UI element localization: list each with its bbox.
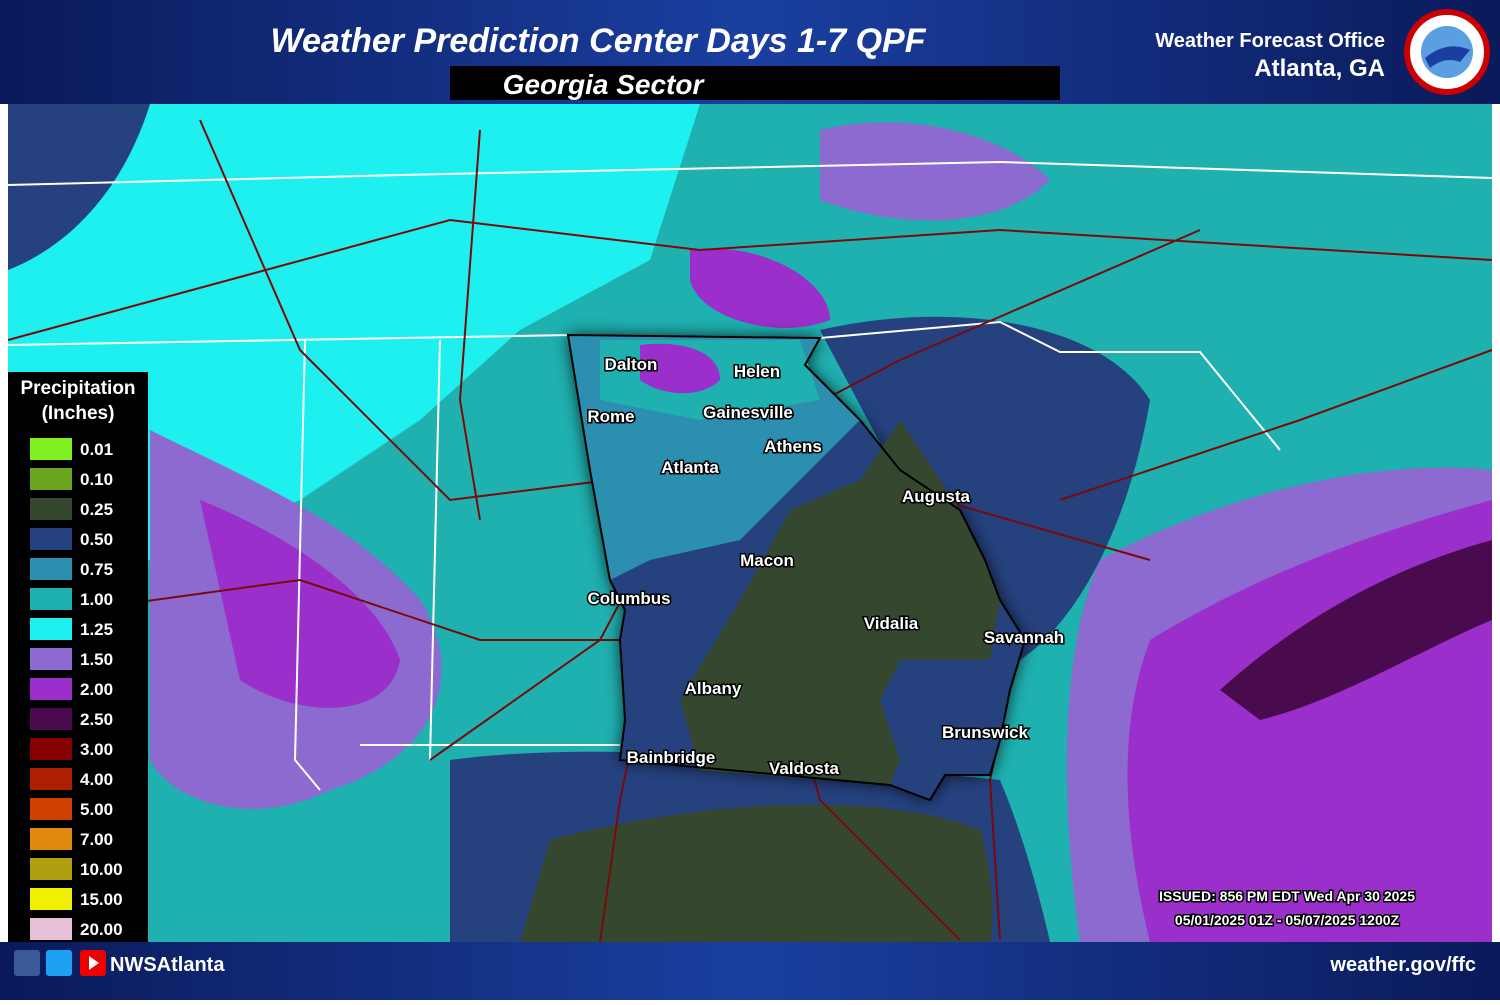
city-label: Bainbridge	[627, 748, 716, 767]
legend-swatch	[30, 708, 72, 730]
legend-label: 5.00	[80, 800, 113, 819]
title: Weather Prediction Center Days 1-7 QPF	[270, 22, 926, 60]
legend-box	[8, 372, 148, 942]
city-label: Atlanta	[661, 458, 719, 477]
legend-label: 1.25	[80, 620, 113, 639]
legend-label: 15.00	[80, 890, 123, 909]
footer	[0, 942, 1500, 1000]
legend-label: 3.00	[80, 740, 113, 759]
legend-swatch	[30, 528, 72, 550]
legend-swatch	[30, 648, 72, 670]
valid-period: 05/01/2025 01Z - 05/07/2025 1200Z	[1175, 912, 1400, 928]
legend-swatch	[30, 768, 72, 790]
legend-swatch	[30, 738, 72, 760]
legend-label: 0.25	[80, 500, 113, 519]
legend-swatch	[30, 918, 72, 940]
legend-swatch	[30, 798, 72, 820]
city-labels: Dalton Helen Rome Gainesville Athens Atlanta A…	[586, 354, 1066, 780]
legend-label: 2.00	[80, 680, 113, 699]
city-label: Augusta	[902, 487, 971, 506]
map	[7, 104, 1493, 943]
legend-label: 20.00	[80, 920, 123, 939]
legend-swatch	[30, 498, 72, 520]
legend-label: 0.10	[80, 470, 113, 489]
legend-swatch	[30, 438, 72, 460]
legend-units: (Inches)	[42, 403, 115, 424]
city-label: Vidalia	[864, 614, 919, 633]
legend-label: 10.00	[80, 860, 123, 879]
social-icons[interactable]	[14, 950, 106, 976]
legend-swatch	[30, 618, 72, 640]
city-label: Gainesville	[703, 403, 793, 422]
city-label: Brunswick	[942, 723, 1029, 742]
legend-swatch	[30, 468, 72, 490]
social-handle[interactable]: NWSAtlanta	[110, 954, 225, 976]
legend-label: 2.50	[80, 710, 113, 729]
city-label: Valdosta	[769, 759, 839, 778]
city-label: Columbus	[587, 589, 670, 608]
legend-label: 1.00	[80, 590, 113, 609]
city-label: Rome	[587, 407, 634, 426]
legend-label: 0.01	[80, 440, 113, 459]
city-label: Dalton	[605, 355, 658, 374]
legend-label: 7.00	[80, 830, 113, 849]
legend-swatch	[30, 888, 72, 910]
legend-swatch	[30, 858, 72, 880]
location: Atlanta, GA	[1254, 55, 1385, 82]
website[interactable]: weather.gov/ffc	[1329, 954, 1476, 976]
city-label: Macon	[740, 551, 794, 570]
legend-swatch	[30, 828, 72, 850]
city-label: Helen	[734, 362, 780, 381]
subtitle: Georgia Sector	[503, 69, 706, 100]
nws-logo	[1404, 9, 1490, 95]
legend-label: 4.00	[80, 770, 113, 789]
issued: ISSUED: 856 PM EDT Wed Apr 30 2025	[1159, 888, 1415, 904]
city-label: Athens	[764, 437, 822, 456]
legend-swatch	[30, 678, 72, 700]
legend-label: 0.75	[80, 560, 113, 579]
legend-swatch	[30, 558, 72, 580]
legend-label: 0.50	[80, 530, 113, 549]
legend-label: 1.50	[80, 650, 113, 669]
city-label: Albany	[685, 679, 742, 698]
city-label: Savannah	[984, 628, 1064, 647]
office: Weather Forecast Office	[1155, 30, 1385, 52]
legend: 0.01 0.10 0.25 0.50 0.75 1.00 1.25 1.50 2.00 2.50…	[30, 438, 123, 940]
legend-swatch	[30, 588, 72, 610]
subtitle-bar	[450, 66, 1060, 100]
legend-title: Precipitation	[20, 378, 135, 399]
